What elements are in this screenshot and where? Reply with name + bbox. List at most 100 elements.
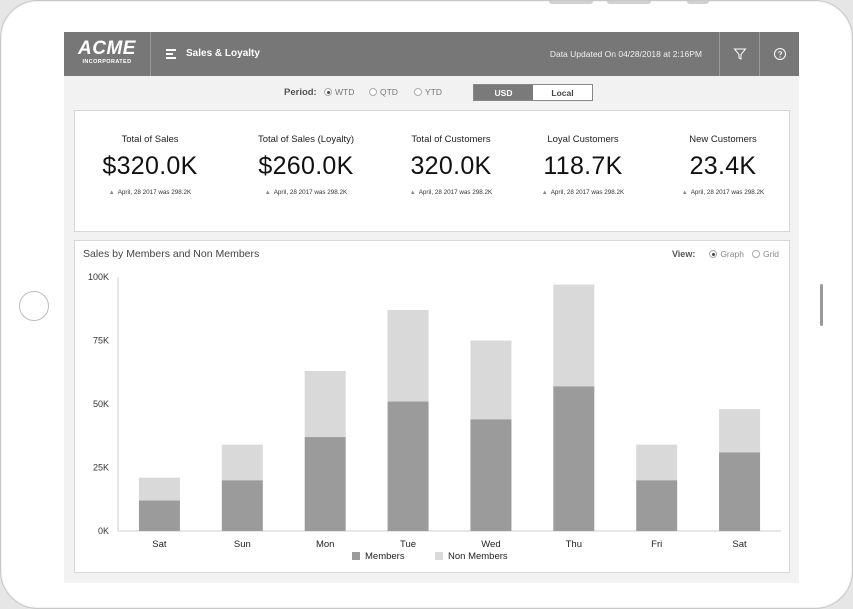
x-tick-label: Wed bbox=[481, 539, 500, 550]
x-tick-label: Mon bbox=[316, 539, 334, 550]
currency-usd-button[interactable]: USD bbox=[474, 85, 533, 100]
kpi-label: Total of Sales (Loyalty) bbox=[257, 134, 355, 145]
radio-selected-icon bbox=[709, 250, 718, 258]
kpi-value: 23.4K bbox=[689, 152, 757, 180]
x-tick-label: Sat bbox=[732, 539, 747, 550]
triangle-up-icon: ▲ bbox=[541, 190, 548, 196]
bar-non-members bbox=[138, 477, 180, 501]
triangle-up-icon: ▲ bbox=[681, 190, 688, 196]
period-option-label: QTD bbox=[380, 87, 398, 97]
kpi-total-sales: Total of Sales $320.0K ▲ April, 28 2017 w… bbox=[75, 111, 225, 196]
kpi-comparison: ▲ April, 28 2017 was 298.2K bbox=[409, 189, 493, 196]
kpi-label: Total of Customers bbox=[411, 134, 491, 145]
period-label: Period: bbox=[284, 87, 317, 98]
bar-members bbox=[138, 500, 180, 531]
kpi-value: 118.7K bbox=[543, 152, 623, 180]
triangle-up-icon: ▲ bbox=[264, 190, 271, 196]
x-tick-label: Thu bbox=[566, 539, 582, 550]
currency-local-button[interactable]: Local bbox=[533, 85, 592, 100]
kpi-comparison: ▲ April, 28 2017 was 298.2K bbox=[108, 189, 192, 196]
view-option-label: Grid bbox=[762, 249, 779, 259]
kpi-total-sales-loyalty: Total of Sales (Loyalty) $260.0K ▲ April,… bbox=[231, 111, 381, 196]
bar-members bbox=[553, 386, 595, 531]
side-button[interactable] bbox=[820, 284, 823, 326]
app-screen: ACME INCORPORATED Sales & Loyalty Data U… bbox=[64, 32, 799, 583]
bar-members bbox=[304, 437, 346, 531]
bar-non-members bbox=[719, 409, 761, 453]
bar-non-members bbox=[470, 340, 512, 420]
help-button[interactable] bbox=[759, 32, 799, 76]
y-tick-label: 25K bbox=[93, 463, 109, 473]
sales-chart-card: Sales by Members and Non Members View: G… bbox=[74, 240, 790, 573]
triangle-up-icon: ▲ bbox=[409, 190, 416, 196]
x-tick-label: Tue bbox=[400, 539, 416, 550]
device-button-top bbox=[607, 1, 651, 4]
currency-toggle: USD Local bbox=[473, 84, 593, 101]
y-tick-label: 100K bbox=[88, 272, 109, 282]
radio-icon bbox=[751, 250, 760, 258]
y-tick-label: 50K bbox=[93, 399, 109, 409]
kpi-comparison: ▲ April, 28 2017 was 298.2K bbox=[681, 189, 765, 196]
help-icon bbox=[774, 48, 786, 60]
kpi-label: Total of Sales bbox=[121, 134, 179, 145]
app-header: ACME INCORPORATED Sales & Loyalty Data U… bbox=[64, 32, 799, 76]
x-tick-label: Fri bbox=[651, 539, 662, 550]
view-option-grid[interactable]: Grid bbox=[751, 249, 779, 259]
legend-label: Non Members bbox=[448, 551, 508, 562]
view-label: View: bbox=[671, 249, 696, 259]
bar-members bbox=[387, 401, 429, 531]
legend-swatch bbox=[435, 552, 443, 560]
acme-logo[interactable]: ACME INCORPORATED bbox=[64, 32, 151, 76]
kpi-loyal-customers: Loyal Customers 118.7K ▲ April, 28 2017 w… bbox=[508, 111, 658, 196]
device-button-top bbox=[687, 1, 709, 4]
x-tick-label: Sun bbox=[234, 539, 251, 550]
data-updated-text: Data Updated On 04/28/2018 at 2:16PM bbox=[549, 49, 702, 59]
period-option-label: YTD bbox=[425, 87, 442, 97]
hamburger-menu-icon[interactable] bbox=[166, 49, 176, 59]
radio-selected-icon bbox=[324, 88, 332, 96]
filter-icon bbox=[733, 48, 747, 60]
bar-members bbox=[719, 452, 761, 531]
kpi-label: New Customers bbox=[689, 134, 757, 145]
bar-non-members bbox=[553, 284, 595, 387]
period-option-label: WTD bbox=[335, 87, 355, 97]
bar-members bbox=[636, 480, 678, 531]
y-tick-label: 0K bbox=[98, 526, 109, 536]
legend-swatch bbox=[352, 552, 360, 560]
filter-button[interactable] bbox=[719, 32, 760, 76]
bar-members bbox=[470, 419, 512, 531]
kpi-comparison: ▲ April, 28 2017 was 298.2K bbox=[264, 189, 348, 196]
view-option-graph[interactable]: Graph bbox=[709, 249, 744, 259]
bar-non-members bbox=[636, 444, 678, 481]
radio-icon bbox=[369, 88, 377, 96]
kpi-label: Loyal Customers bbox=[547, 134, 619, 145]
y-tick-label: 75K bbox=[93, 336, 109, 346]
chart-title: Sales by Members and Non Members bbox=[83, 248, 260, 260]
period-option-wtd[interactable]: WTD bbox=[324, 87, 354, 97]
bar-members bbox=[221, 480, 263, 531]
home-button[interactable] bbox=[19, 291, 49, 321]
period-option-qtd[interactable]: QTD bbox=[369, 87, 398, 97]
kpi-value: $260.0K bbox=[258, 152, 354, 180]
logo-subtitle: INCORPORATED bbox=[82, 59, 132, 65]
kpi-summary-card: Total of Sales $320.0K ▲ April, 28 2017 w… bbox=[74, 110, 790, 232]
view-switch: View: Graph Grid bbox=[672, 249, 779, 259]
x-tick-label: Sat bbox=[152, 539, 167, 550]
view-option-label: Graph bbox=[720, 249, 744, 259]
app-title: Sales & Loyalty bbox=[186, 48, 260, 59]
stacked-bar-chart: 0K 25K 50K 75K 100K Sat Sun Mon Tue Wed Thu Fri Sat M… bbox=[88, 272, 781, 562]
period-option-ytd[interactable]: YTD bbox=[414, 87, 442, 97]
kpi-comparison: ▲ April, 28 2017 was 298.2K bbox=[541, 189, 625, 196]
kpi-value: 320.0K bbox=[410, 152, 492, 180]
logo-wordmark: ACME bbox=[78, 38, 136, 59]
legend-label: Members bbox=[365, 551, 405, 562]
kpi-value: $320.0K bbox=[102, 152, 198, 180]
bar-non-members bbox=[221, 444, 263, 481]
device-button-top bbox=[549, 1, 593, 4]
bar-non-members bbox=[387, 310, 429, 402]
kpi-new-customers: New Customers 23.4K ▲ April, 28 2017 was … bbox=[648, 111, 798, 196]
bar-non-members bbox=[304, 370, 346, 438]
period-filter-bar: Period: WTD QTD YTD USD Local bbox=[64, 76, 799, 106]
radio-icon bbox=[414, 88, 422, 96]
